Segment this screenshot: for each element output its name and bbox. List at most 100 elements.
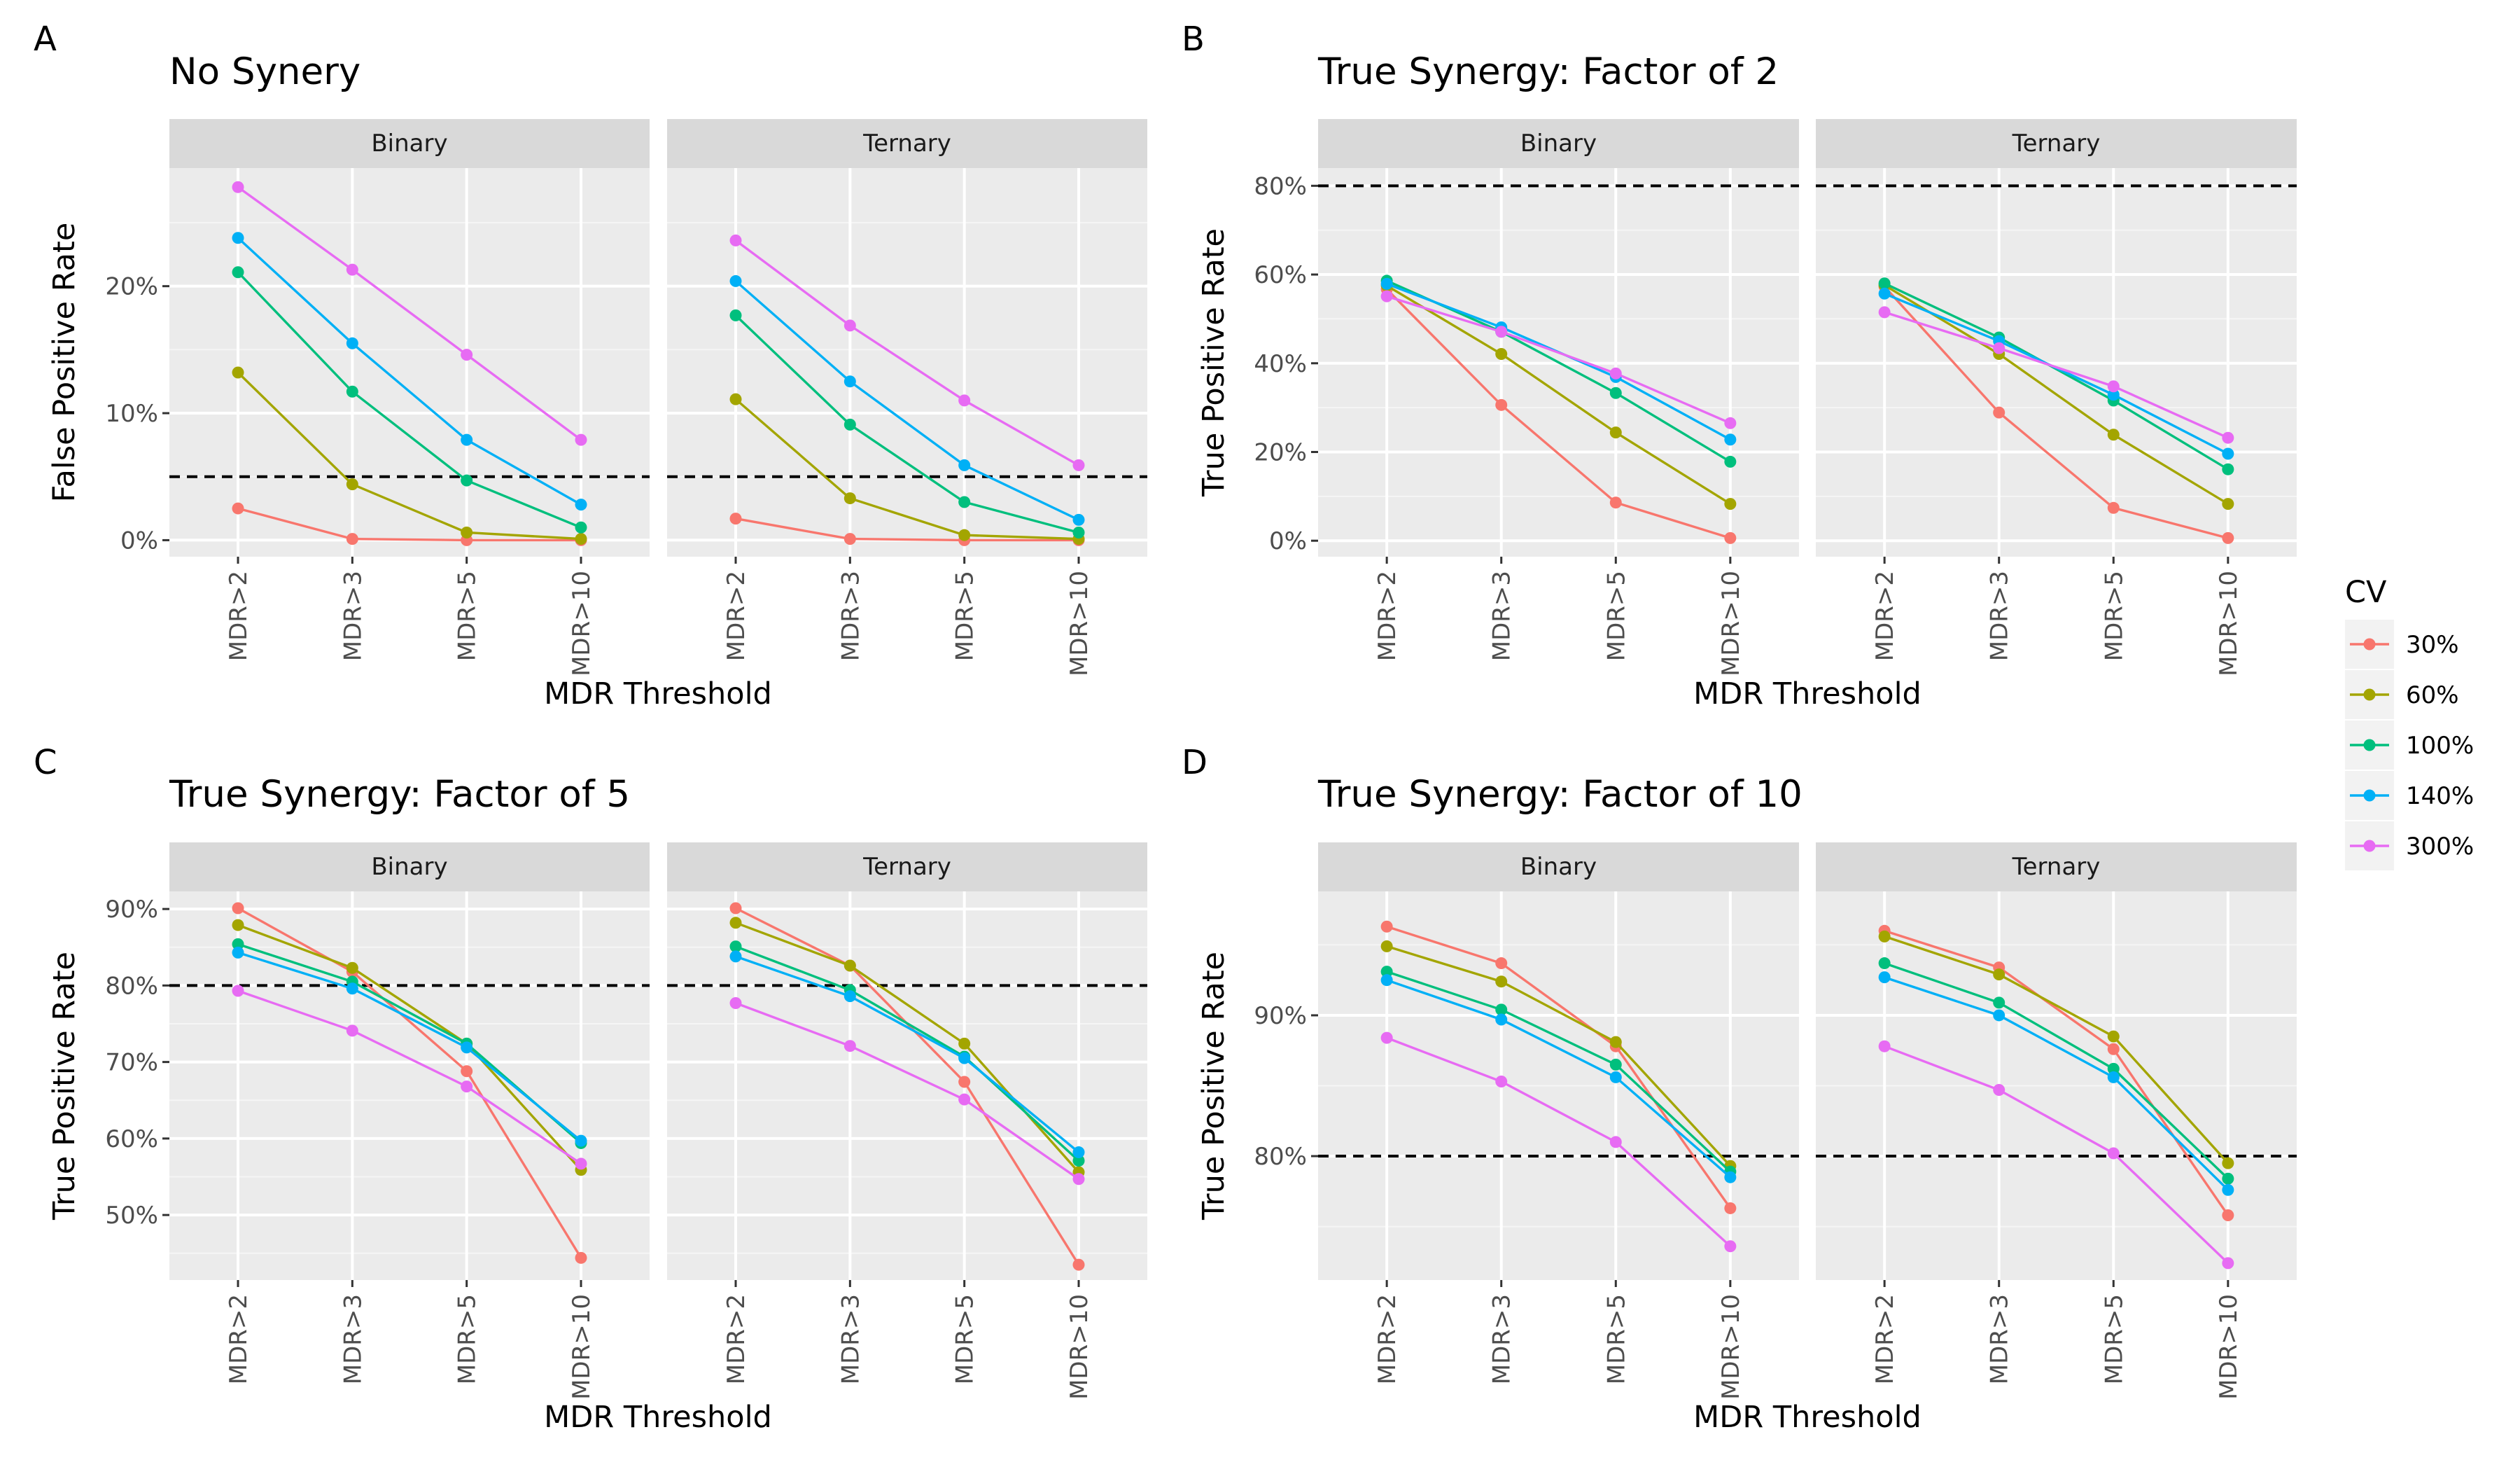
x-tick-label: MDR>2 [722, 571, 750, 661]
data-point [575, 433, 587, 446]
facet-strip-label: Binary [371, 130, 447, 158]
facet-strip [1816, 119, 2297, 168]
data-point [1993, 342, 2005, 354]
series-line-60pct [1884, 284, 2229, 506]
series-line-300pct [237, 186, 582, 441]
legend-key-point [2363, 789, 2376, 802]
data-point [346, 533, 358, 545]
chart-panel-a: A No Synery Binary MDR>2 MDR>3 MDR>5 MDR>10 0% 1… [34, 20, 1147, 711]
facet-strip-label: Ternary [2012, 130, 2101, 158]
data-point [1724, 1202, 1737, 1214]
x-tick-label: MDR>5 [951, 571, 979, 661]
y-tick-label: 40% [1254, 350, 1307, 378]
series-line-30pct [735, 517, 1079, 542]
facet-strip [169, 119, 650, 168]
data-point [844, 959, 856, 972]
facet-binary: Binary MDR>2 MDR>3 MDR>5 MDR>10 80% 90% [1254, 842, 1799, 1400]
data-point [232, 232, 244, 244]
series-line-140pct [734, 280, 1079, 521]
x-tick-label: MDR>10 [1717, 571, 1745, 676]
panel-tag: A [34, 20, 57, 59]
x-tick-label: MDR>5 [454, 571, 482, 661]
data-point [1878, 971, 1891, 984]
data-point [2222, 431, 2234, 444]
chart-panel-b: B True Synergy: Factor of 2 Binary MDR>2 MDR… [1182, 20, 2297, 711]
data-point [844, 533, 856, 545]
facet-strip [667, 842, 1147, 891]
series-line-30pct [1883, 286, 2229, 540]
data-point [844, 375, 856, 388]
data-point [1072, 1258, 1085, 1271]
facet-strip [667, 119, 1147, 168]
data-point [1072, 513, 1085, 526]
facet-binary: Binary MDR>2 MDR>3 MDR>5 MDR>10 0% 20% 40% 60% 80… [1254, 119, 1799, 676]
x-tick-label: MDR>5 [2100, 1294, 2128, 1384]
data-point [729, 940, 742, 953]
legend-label: 100% [2406, 732, 2474, 760]
y-tick-label: 0% [120, 527, 158, 555]
series-line-60pct [237, 924, 582, 1171]
data-point [2222, 1157, 2234, 1169]
x-tick-label: MDR>5 [454, 1294, 482, 1384]
y-tick-label: 70% [105, 1049, 158, 1077]
data-point [844, 492, 856, 505]
series-line-300pct [1884, 311, 2229, 439]
panel-tag: C [34, 743, 57, 782]
facet-strip-label: Binary [1520, 130, 1597, 158]
data-point [2107, 389, 2120, 401]
chart-title: True Synergy: Factor of 2 [1317, 50, 1779, 93]
chart-title: True Synergy: Factor of 5 [169, 773, 630, 816]
facet-strip-label: Ternary [2012, 853, 2101, 881]
data-point [1495, 326, 1508, 338]
data-point [2222, 498, 2234, 510]
data-point [1495, 1075, 1508, 1087]
series-line-100pct [237, 271, 582, 529]
data-point [575, 499, 587, 511]
data-point [2107, 1147, 2120, 1160]
y-tick-label: 80% [1254, 1143, 1307, 1171]
data-point [232, 366, 244, 379]
data-point [1072, 1173, 1085, 1186]
data-point [346, 961, 358, 974]
x-tick-label: MDR>3 [339, 1294, 367, 1384]
series-line-100pct [734, 314, 1079, 534]
data-point [1878, 277, 1891, 290]
data-point [958, 1076, 971, 1088]
data-point [1495, 975, 1508, 988]
data-point [1724, 1171, 1737, 1183]
data-point [1380, 277, 1393, 290]
data-point [1878, 957, 1891, 970]
facet-binary: Binary MDR>2 MDR>3 MDR>5 MDR>10 0% 10% 20% [105, 119, 650, 676]
legend-entry: 30% [2345, 620, 2459, 669]
data-point [1609, 1071, 1622, 1083]
data-point [2222, 1183, 2234, 1196]
legend-key-point [2363, 688, 2376, 701]
data-point [2222, 463, 2234, 475]
y-axis-title: True Positive Rate [1196, 952, 1231, 1221]
data-point [1724, 417, 1737, 429]
facet-strip-label: Ternary [862, 130, 951, 158]
data-point [729, 997, 742, 1010]
facet-ternary: Ternary MDR>2 MDR>3 MDR>5 MDR>10 [667, 119, 1147, 676]
data-point [346, 385, 358, 398]
legend-key-point [2363, 840, 2376, 852]
data-point [1495, 1013, 1508, 1026]
y-tick-label: 60% [1254, 261, 1307, 289]
y-tick-label: 20% [1254, 438, 1307, 466]
series-line-140pct [237, 237, 582, 506]
x-tick-label: MDR>10 [568, 571, 596, 676]
series-line-30pct [237, 907, 582, 1259]
data-point [461, 474, 473, 487]
facet-strip-label: Ternary [862, 853, 951, 881]
chart-title: No Synery [169, 50, 360, 93]
x-axis-title: MDR Threshold [1693, 676, 1921, 711]
data-point [346, 1024, 358, 1037]
data-point [958, 1052, 971, 1064]
x-tick-label: MDR>10 [1065, 571, 1093, 676]
data-point [1609, 1136, 1622, 1148]
x-tick-label: MDR>3 [1488, 1294, 1516, 1384]
data-point [1724, 455, 1737, 468]
y-tick-label: 60% [105, 1125, 158, 1153]
y-axis-title: True Positive Rate [47, 952, 82, 1221]
data-point [1724, 1240, 1737, 1253]
